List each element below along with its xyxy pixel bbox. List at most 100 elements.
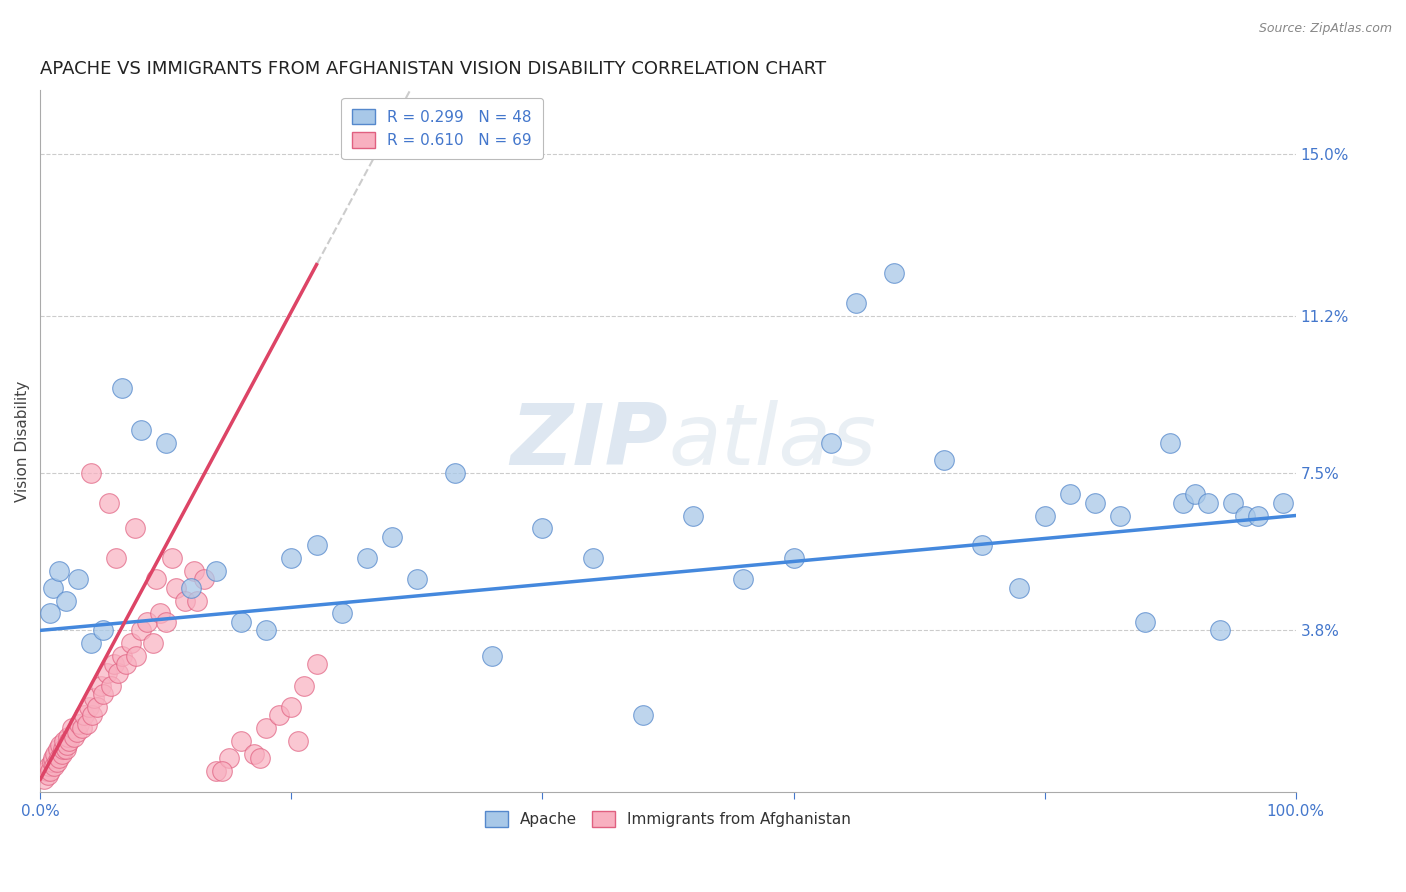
Point: [48, 564, 70, 578]
Point: [46, 742, 69, 756]
Point: [406, 572, 429, 586]
Point: [330, 607, 353, 621]
Point: [124, 521, 146, 535]
Point: [58, 734, 80, 748]
Point: [305, 657, 328, 672]
Point: [249, 751, 271, 765]
Point: [38, 759, 60, 773]
Point: [107, 665, 129, 680]
Point: [80, 708, 103, 723]
Point: [1008, 581, 1031, 595]
Point: [66, 725, 89, 739]
Point: [970, 538, 993, 552]
Point: [73, 708, 96, 723]
Point: [79, 466, 101, 480]
Point: [44, 747, 66, 761]
Point: [32, 772, 55, 787]
Point: [129, 624, 152, 638]
Point: [83, 691, 105, 706]
Point: [267, 708, 290, 723]
Point: [42, 751, 65, 765]
Point: [820, 436, 842, 450]
Point: [443, 466, 465, 480]
Point: [51, 747, 73, 761]
Point: [631, 708, 654, 723]
Point: [86, 699, 108, 714]
Point: [76, 717, 98, 731]
Point: [39, 607, 62, 621]
Point: [70, 721, 93, 735]
Point: [44, 759, 66, 773]
Point: [287, 734, 309, 748]
Point: [934, 453, 956, 467]
Y-axis label: Vision Disability: Vision Disability: [15, 381, 30, 501]
Point: [280, 699, 302, 714]
Point: [114, 657, 136, 672]
Point: [243, 747, 266, 761]
Point: [183, 564, 205, 578]
Point: [145, 572, 167, 586]
Point: [53, 734, 76, 748]
Point: [305, 538, 328, 552]
Point: [165, 581, 187, 595]
Point: [211, 764, 233, 778]
Point: [79, 636, 101, 650]
Point: [254, 721, 277, 735]
Point: [79, 699, 101, 714]
Point: [218, 751, 240, 765]
Point: [90, 679, 112, 693]
Point: [120, 636, 142, 650]
Point: [1059, 487, 1081, 501]
Point: [60, 721, 83, 735]
Point: [142, 636, 165, 650]
Text: Source: ZipAtlas.com: Source: ZipAtlas.com: [1258, 22, 1392, 36]
Point: [682, 508, 704, 523]
Point: [56, 730, 79, 744]
Point: [173, 593, 195, 607]
Point: [111, 648, 134, 663]
Point: [55, 738, 77, 752]
Point: [1197, 496, 1219, 510]
Point: [582, 551, 605, 566]
Point: [41, 755, 63, 769]
Point: [883, 266, 905, 280]
Point: [254, 624, 277, 638]
Point: [381, 530, 404, 544]
Text: atlas: atlas: [668, 400, 876, 483]
Point: [155, 436, 177, 450]
Point: [1184, 487, 1206, 501]
Point: [160, 551, 183, 566]
Point: [186, 593, 208, 607]
Point: [111, 381, 134, 395]
Point: [1247, 508, 1270, 523]
Point: [45, 755, 67, 769]
Point: [52, 742, 75, 756]
Point: [96, 665, 118, 680]
Legend: Apache, Immigrants from Afghanistan: Apache, Immigrants from Afghanistan: [478, 805, 858, 833]
Point: [91, 687, 114, 701]
Point: [155, 615, 177, 629]
Point: [42, 581, 65, 595]
Point: [1108, 508, 1130, 523]
Point: [1171, 496, 1194, 510]
Text: ZIP: ZIP: [510, 400, 668, 483]
Point: [1084, 496, 1107, 510]
Point: [1133, 615, 1156, 629]
Point: [1159, 436, 1181, 450]
Point: [231, 734, 253, 748]
Point: [1209, 624, 1232, 638]
Point: [733, 572, 755, 586]
Point: [125, 648, 148, 663]
Point: [1033, 508, 1056, 523]
Point: [531, 521, 554, 535]
Point: [103, 657, 125, 672]
Point: [129, 424, 152, 438]
Point: [98, 496, 121, 510]
Point: [37, 768, 59, 782]
Point: [149, 607, 172, 621]
Point: [231, 615, 253, 629]
Point: [1234, 508, 1257, 523]
Point: [180, 581, 202, 595]
Point: [49, 738, 72, 752]
Point: [193, 572, 215, 586]
